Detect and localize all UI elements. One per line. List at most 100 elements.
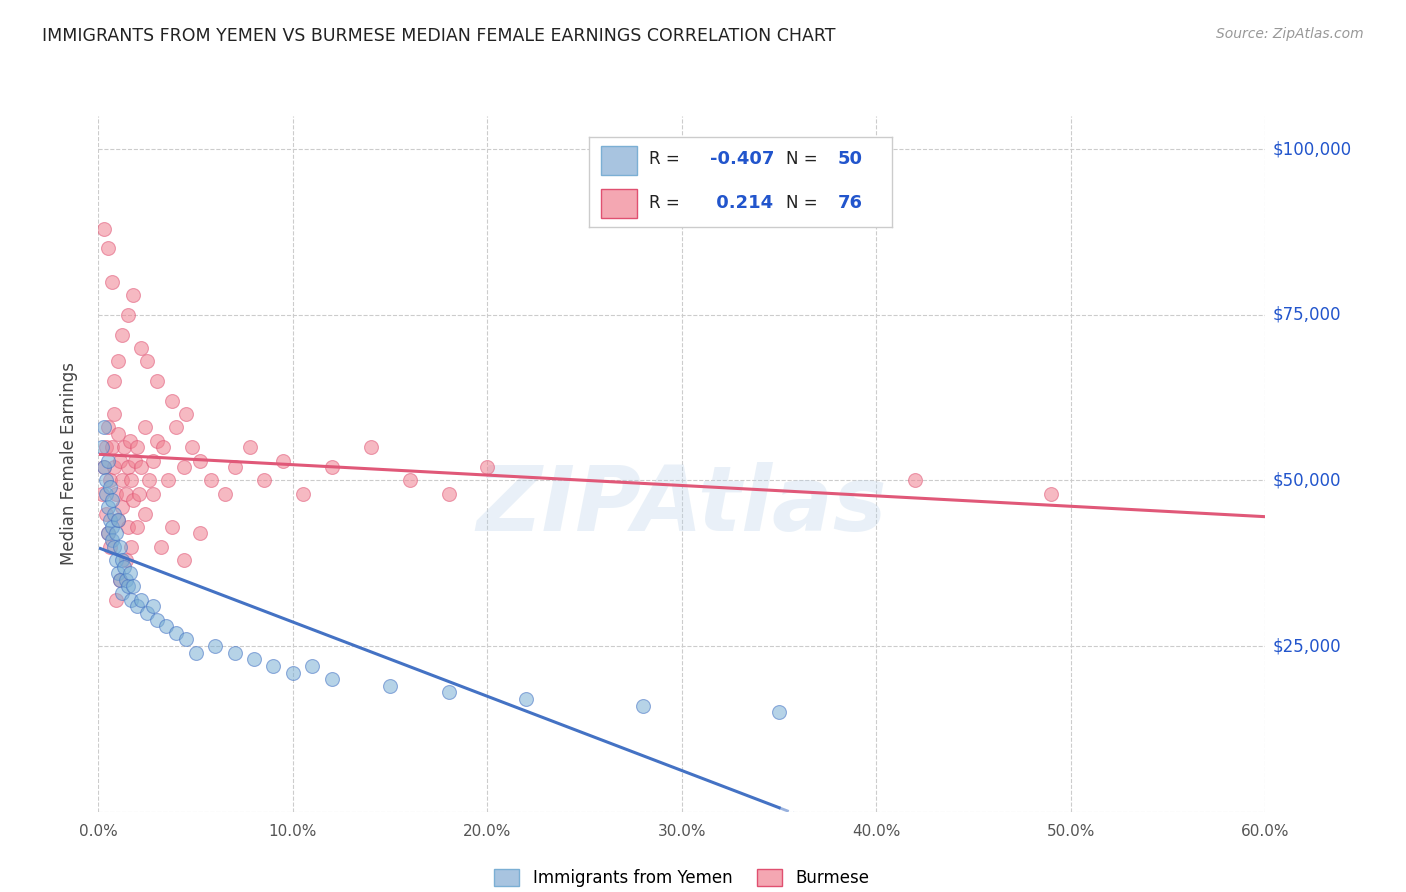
Text: ZIPAtlas: ZIPAtlas xyxy=(477,461,887,549)
Point xyxy=(112,440,135,454)
Point xyxy=(142,486,165,500)
Point xyxy=(111,500,134,514)
Point xyxy=(98,474,121,488)
Point xyxy=(121,474,143,488)
Text: Source: ZipAtlas.com: Source: ZipAtlas.com xyxy=(1216,27,1364,41)
Point xyxy=(122,579,145,593)
Point xyxy=(117,579,139,593)
Point xyxy=(127,520,149,534)
Point xyxy=(101,520,124,534)
Point xyxy=(93,221,115,235)
Point xyxy=(103,460,125,475)
Point xyxy=(437,685,460,699)
Point xyxy=(97,526,120,541)
Point xyxy=(118,434,141,448)
Point xyxy=(165,420,187,434)
Point xyxy=(146,374,169,388)
Point xyxy=(155,619,177,633)
Point xyxy=(114,553,136,567)
Point xyxy=(128,486,150,500)
Point xyxy=(107,566,129,581)
Point xyxy=(101,275,124,289)
Point xyxy=(129,460,152,475)
Point xyxy=(117,460,139,475)
Point xyxy=(122,288,145,302)
Point xyxy=(114,573,136,587)
Point xyxy=(180,440,202,454)
Point xyxy=(103,407,125,421)
Point xyxy=(174,632,197,647)
Point xyxy=(188,526,211,541)
Point xyxy=(107,513,129,527)
Point xyxy=(321,460,343,475)
Point xyxy=(122,493,145,508)
Point xyxy=(103,540,125,554)
Point xyxy=(291,486,314,500)
Point xyxy=(173,553,195,567)
Point xyxy=(134,420,156,434)
Point xyxy=(93,420,115,434)
Text: $75,000: $75,000 xyxy=(1272,306,1341,324)
Point xyxy=(321,672,343,686)
Point xyxy=(204,639,226,653)
Point xyxy=(127,440,149,454)
Point xyxy=(101,493,124,508)
Point xyxy=(146,613,169,627)
Point xyxy=(224,646,246,660)
Point xyxy=(631,698,654,713)
Point xyxy=(98,480,121,494)
Point xyxy=(108,453,131,467)
Text: $25,000: $25,000 xyxy=(1272,637,1341,655)
Text: IMMIGRANTS FROM YEMEN VS BURMESE MEDIAN FEMALE EARNINGS CORRELATION CHART: IMMIGRANTS FROM YEMEN VS BURMESE MEDIAN … xyxy=(42,27,835,45)
Point xyxy=(117,520,139,534)
Point xyxy=(152,440,174,454)
Point xyxy=(101,440,124,454)
Point xyxy=(96,440,118,454)
Text: $50,000: $50,000 xyxy=(1272,471,1341,490)
Point xyxy=(104,553,127,567)
Point xyxy=(108,540,131,554)
Point xyxy=(96,486,118,500)
Point xyxy=(129,341,152,355)
Point xyxy=(98,513,121,527)
Point xyxy=(138,474,160,488)
Point xyxy=(103,507,125,521)
Point xyxy=(243,652,266,666)
Point xyxy=(98,540,121,554)
Point xyxy=(91,440,114,454)
Point xyxy=(271,453,294,467)
Point xyxy=(97,242,120,256)
Point xyxy=(112,559,135,574)
Point xyxy=(157,474,180,488)
Point xyxy=(188,453,211,467)
Point xyxy=(515,692,537,706)
Point xyxy=(111,474,134,488)
Point xyxy=(162,520,184,534)
Point xyxy=(97,500,120,514)
Point xyxy=(378,679,402,693)
Text: $100,000: $100,000 xyxy=(1272,140,1351,158)
Point xyxy=(93,460,115,475)
Point xyxy=(111,586,134,600)
Point xyxy=(97,453,120,467)
Point xyxy=(224,460,246,475)
Point xyxy=(173,460,195,475)
Point xyxy=(117,308,139,322)
Point xyxy=(149,540,172,554)
Point xyxy=(134,507,156,521)
Point xyxy=(108,573,131,587)
Point xyxy=(121,540,143,554)
Point xyxy=(398,474,420,488)
Point xyxy=(200,474,222,488)
Point xyxy=(301,659,323,673)
Point xyxy=(477,460,499,475)
Point xyxy=(904,474,927,488)
Point xyxy=(1040,486,1063,500)
Point xyxy=(101,533,124,547)
Point xyxy=(239,440,262,454)
Legend: Immigrants from Yemen, Burmese: Immigrants from Yemen, Burmese xyxy=(488,863,876,892)
Point xyxy=(768,706,790,720)
Point xyxy=(127,599,149,614)
Point xyxy=(136,606,159,620)
Point xyxy=(184,646,207,660)
